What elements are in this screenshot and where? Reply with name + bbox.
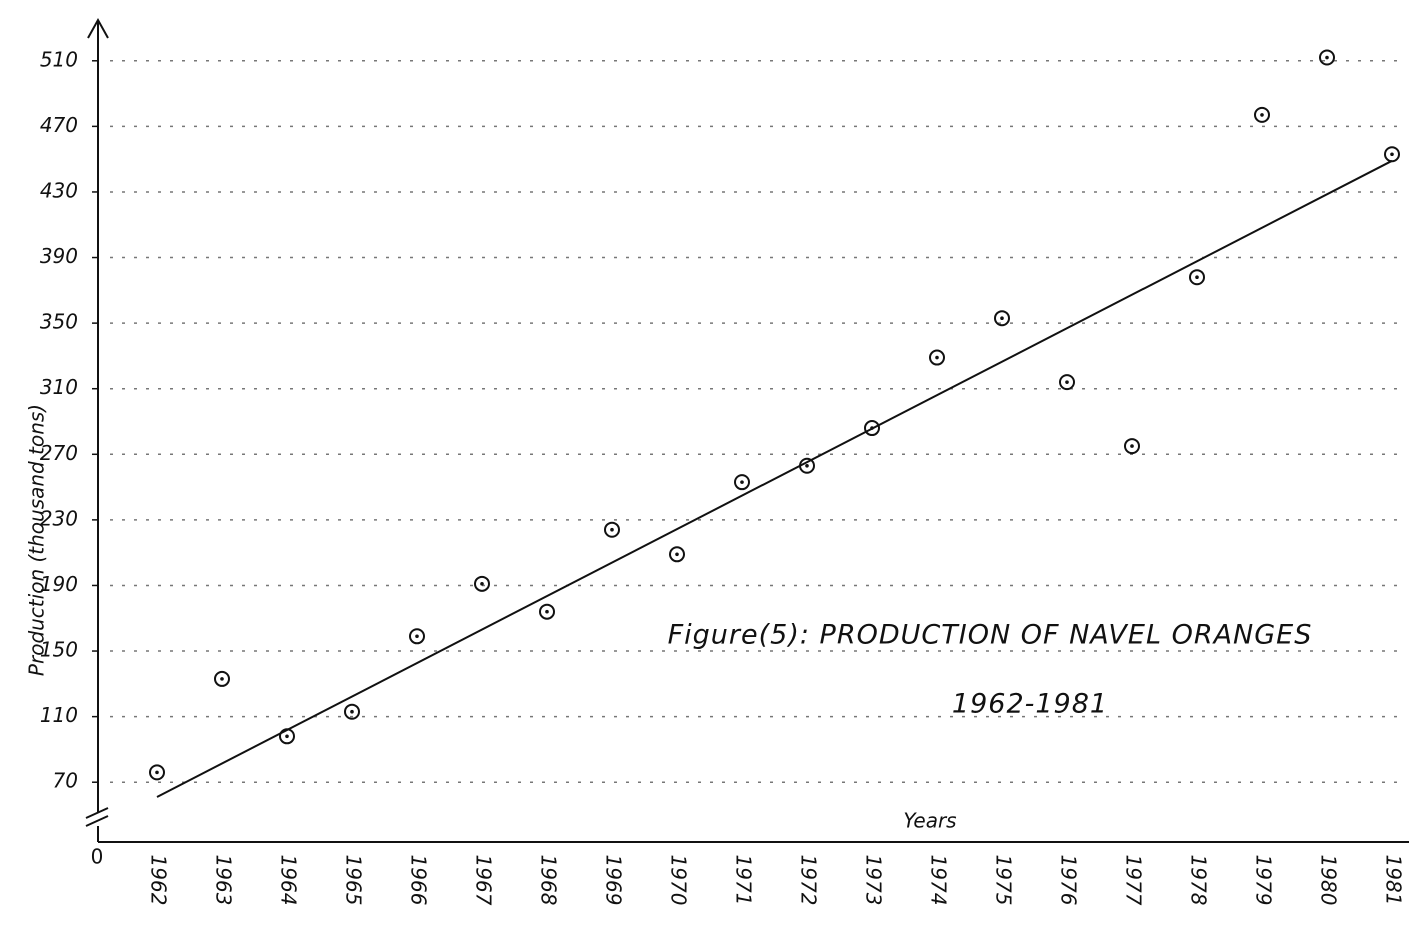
- x-tick-label: 1962: [147, 855, 171, 906]
- y-axis-arrow: [87, 17, 109, 39]
- data-point: [474, 575, 490, 592]
- data-point-dot: [1325, 55, 1329, 60]
- data-point: [929, 349, 945, 366]
- x-tick-label: 1979: [1252, 855, 1276, 906]
- data-point-dot: [350, 709, 354, 714]
- y-tick-label: 510: [40, 47, 78, 71]
- data-point: [1254, 106, 1270, 123]
- y-tick-label: 150: [40, 638, 78, 662]
- data-point: [1124, 438, 1140, 455]
- data-point-dot: [220, 677, 224, 681]
- data-point: [1059, 374, 1075, 391]
- data-point-dot: [1390, 152, 1394, 157]
- y-axis-label: Production (thousand tons): [25, 404, 49, 676]
- y-tick-label: 190: [40, 572, 78, 596]
- data-point: [539, 603, 555, 620]
- x-tick-label: 1978: [1187, 855, 1211, 906]
- x-tick-label: 1980: [1317, 855, 1341, 906]
- x-tick-label: 1967: [472, 855, 496, 906]
- data-point-dot: [415, 634, 419, 639]
- x-tick-label: 1971: [732, 855, 756, 906]
- data-point-dot: [545, 609, 549, 614]
- data-point: [409, 628, 425, 645]
- x-tick-label: 1981: [1382, 855, 1406, 906]
- x-tick-label: 1966: [407, 855, 431, 906]
- data-point: [734, 474, 750, 491]
- data-point-dot: [675, 552, 679, 557]
- x-axis-label: Years: [903, 809, 956, 833]
- y-tick-label: 230: [40, 506, 78, 530]
- data-point: [1189, 269, 1205, 286]
- origin-label: 0: [91, 845, 104, 869]
- y-tick-label: 110: [40, 703, 78, 727]
- data-point-dot: [1260, 113, 1264, 117]
- x-tick-label: 1975: [992, 855, 1016, 906]
- data-point-dot: [1195, 275, 1199, 280]
- x-tick-label: 1972: [797, 855, 821, 906]
- chart-subtitle: 1962-1981: [952, 689, 1108, 720]
- x-tick-label: 1977: [1122, 855, 1146, 906]
- y-tick-label: 390: [40, 244, 78, 268]
- data-point-dot: [480, 582, 484, 586]
- data-point: [214, 670, 230, 687]
- data-point: [1319, 49, 1335, 66]
- x-tick-label: 1969: [602, 855, 626, 906]
- x-tick-label: 1976: [1057, 855, 1081, 906]
- x-tick-label: 1965: [342, 855, 366, 906]
- data-point-dot: [740, 480, 744, 484]
- data-point-dot: [1130, 444, 1134, 448]
- data-point: [994, 310, 1010, 327]
- x-tick-label: 1974: [927, 855, 951, 906]
- data-point-dot: [1000, 316, 1004, 321]
- x-tick-label: 1968: [537, 855, 561, 906]
- x-tick-label: 1964: [277, 855, 301, 906]
- data-point: [669, 546, 685, 563]
- data-point: [864, 420, 880, 437]
- y-tick-label: 310: [40, 375, 78, 399]
- x-tick-label: 1973: [862, 855, 886, 906]
- data-point: [149, 764, 165, 781]
- data-point-dot: [1065, 380, 1069, 384]
- data-point: [604, 521, 620, 538]
- y-tick-label: 270: [40, 441, 78, 465]
- data-point-dot: [155, 770, 159, 775]
- trend-line: [156, 159, 1393, 798]
- chart-title: Figure(5): PRODUCTION OF NAVEL ORANGES: [668, 620, 1313, 651]
- x-tick-label: 1970: [667, 855, 691, 906]
- y-tick-label: 350: [40, 310, 78, 334]
- data-point: [344, 703, 360, 720]
- data-point-dot: [610, 527, 614, 532]
- data-point-dot: [285, 734, 289, 739]
- x-tick-label: 1963: [212, 855, 236, 906]
- y-tick-label: 470: [40, 113, 78, 137]
- data-point-dot: [805, 463, 809, 468]
- y-tick-label: 430: [40, 178, 78, 202]
- axis-break: [85, 807, 109, 827]
- data-point-dot: [935, 355, 939, 360]
- y-tick-label: 70: [53, 769, 78, 793]
